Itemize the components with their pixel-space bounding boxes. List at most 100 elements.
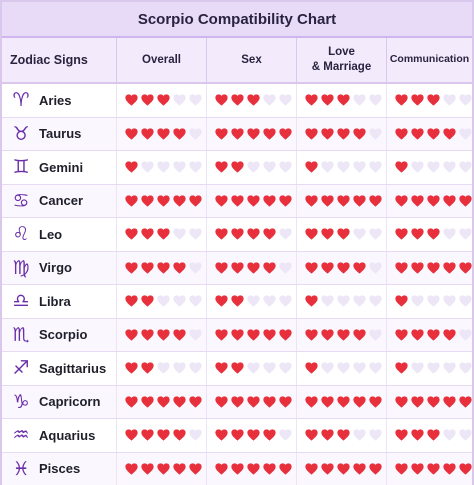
heart-filled-icon: [246, 395, 261, 409]
heart-filled-icon: [278, 462, 293, 476]
heart-filled-icon: [426, 395, 441, 409]
heart-empty-icon: [172, 294, 187, 308]
heart-filled-icon: [336, 93, 351, 107]
heart-filled-icon: [140, 361, 155, 375]
heart-empty-icon: [278, 428, 293, 442]
table-row: ♎ Libra: [2, 285, 472, 319]
rating-love-marriage: [297, 84, 387, 117]
rating-communication: [387, 453, 472, 485]
heart-empty-icon: [368, 93, 383, 107]
heart-empty-icon: [278, 160, 293, 174]
heart-filled-icon: [394, 93, 409, 107]
heart-filled-icon: [230, 395, 245, 409]
sign-label: Aquarius: [39, 427, 96, 443]
rating-communication: [387, 151, 472, 184]
heart-filled-icon: [172, 328, 187, 342]
heart-filled-icon: [172, 395, 187, 409]
heart-filled-icon: [172, 462, 187, 476]
heart-empty-icon: [368, 127, 383, 141]
heart-filled-icon: [246, 261, 261, 275]
heart-empty-icon: [458, 127, 473, 141]
heart-filled-icon: [352, 328, 367, 342]
rating-sex: [207, 352, 297, 385]
heart-filled-icon: [156, 462, 171, 476]
heart-filled-icon: [320, 328, 335, 342]
heart-empty-icon: [368, 361, 383, 375]
heart-empty-icon: [336, 361, 351, 375]
heart-filled-icon: [458, 261, 473, 275]
heart-filled-icon: [394, 194, 409, 208]
sign-cell: ♓ Pisces: [2, 452, 117, 485]
heart-filled-icon: [336, 127, 351, 141]
heart-filled-icon: [320, 93, 335, 107]
heart-filled-icon: [246, 328, 261, 342]
rating-sex: [207, 318, 297, 351]
table-header: Zodiac Signs Overall Sex Love & Marriage…: [2, 38, 472, 84]
heart-filled-icon: [214, 227, 229, 241]
heart-filled-icon: [304, 194, 319, 208]
rating-sex: [207, 385, 297, 418]
heart-filled-icon: [124, 127, 139, 141]
heart-filled-icon: [410, 194, 425, 208]
rating-sex: [207, 251, 297, 284]
heart-empty-icon: [188, 160, 203, 174]
capricorn-icon: ♑: [12, 390, 30, 413]
heart-empty-icon: [352, 294, 367, 308]
sign-cell: ♈ Aries: [2, 84, 117, 117]
column-header-zodiac-signs: Zodiac Signs: [2, 38, 117, 82]
heart-empty-icon: [156, 361, 171, 375]
heart-filled-icon: [426, 261, 441, 275]
rating-sex: [207, 151, 297, 184]
sign-label: Pisces: [39, 461, 81, 477]
rating-sex: [207, 117, 297, 150]
heart-filled-icon: [124, 261, 139, 275]
heart-filled-icon: [426, 428, 441, 442]
heart-filled-icon: [124, 361, 139, 375]
heart-filled-icon: [140, 395, 155, 409]
heart-filled-icon: [352, 395, 367, 409]
heart-filled-icon: [140, 294, 155, 308]
sign-cell: ♍ Virgo: [2, 251, 117, 284]
heart-filled-icon: [426, 127, 441, 141]
heart-filled-icon: [278, 395, 293, 409]
rating-overall: [117, 385, 207, 418]
heart-filled-icon: [140, 261, 155, 275]
heart-filled-icon: [262, 127, 277, 141]
heart-empty-icon: [368, 160, 383, 174]
rating-love-marriage: [297, 285, 387, 318]
heart-filled-icon: [336, 194, 351, 208]
heart-empty-icon: [442, 227, 457, 241]
rating-overall: [117, 218, 207, 251]
heart-filled-icon: [304, 395, 319, 409]
virgo-icon: ♍: [12, 256, 30, 279]
rating-communication: [387, 118, 472, 151]
heart-filled-icon: [140, 462, 155, 476]
heart-filled-icon: [394, 361, 409, 375]
heart-filled-icon: [394, 395, 409, 409]
heart-empty-icon: [140, 160, 155, 174]
heart-filled-icon: [320, 194, 335, 208]
rating-communication: [387, 252, 472, 285]
sign-label: Sagittarius: [39, 360, 107, 376]
cancer-icon: ♋: [12, 189, 30, 212]
heart-empty-icon: [188, 127, 203, 141]
heart-filled-icon: [230, 194, 245, 208]
heart-filled-icon: [172, 261, 187, 275]
heart-empty-icon: [262, 361, 277, 375]
heart-empty-icon: [336, 160, 351, 174]
heart-filled-icon: [214, 361, 229, 375]
heart-empty-icon: [442, 361, 457, 375]
table-row: ♊ Gemini: [2, 151, 472, 185]
heart-filled-icon: [320, 261, 335, 275]
heart-empty-icon: [188, 93, 203, 107]
rating-communication: [387, 285, 472, 318]
heart-filled-icon: [214, 127, 229, 141]
heart-filled-icon: [394, 127, 409, 141]
rating-communication: [387, 319, 472, 352]
heart-filled-icon: [352, 462, 367, 476]
rating-overall: [117, 184, 207, 217]
rating-overall: [117, 318, 207, 351]
heart-filled-icon: [368, 395, 383, 409]
heart-empty-icon: [426, 160, 441, 174]
heart-filled-icon: [262, 261, 277, 275]
